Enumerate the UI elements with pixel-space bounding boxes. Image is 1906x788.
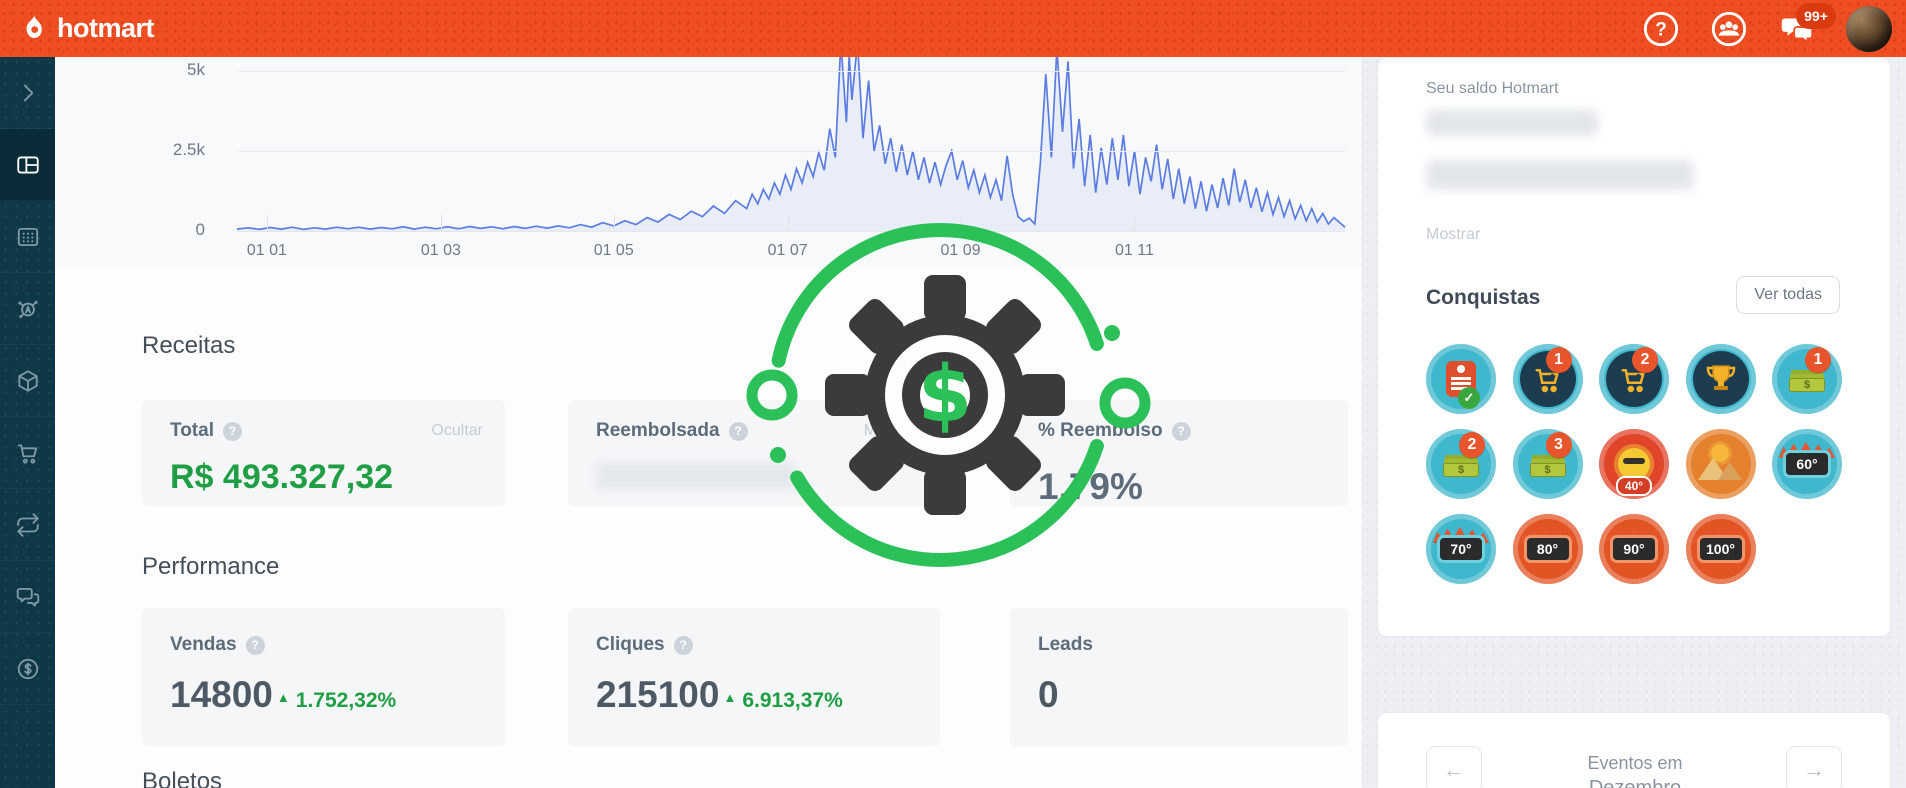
help-circle-icon[interactable]: ? xyxy=(245,635,265,655)
conquista-badge-first-profile[interactable]: ✓ xyxy=(1426,344,1496,414)
leads-value: 0 xyxy=(1038,674,1059,715)
conquistas-title: Conquistas xyxy=(1426,286,1541,309)
sidebar-item-finance[interactable] xyxy=(0,633,55,705)
section-title-performance: Performance xyxy=(142,553,280,580)
brand-name: hotmart xyxy=(57,13,155,43)
card-receita-total: Total ? Ocultar R$ 493.327,32 xyxy=(142,400,505,506)
x-axis-tick: 01 05 xyxy=(593,242,634,259)
cliques-delta: 6.913,37% xyxy=(742,689,843,712)
svg-text:?: ? xyxy=(1655,19,1667,40)
balance-mostrar-link[interactable]: Mostrar xyxy=(1426,226,1481,243)
card-cliques: Cliques ? 215100 ▲ 6.913,37% xyxy=(568,608,940,746)
conquista-badge-trophy[interactable] xyxy=(1685,344,1756,414)
hidden-balance-value xyxy=(1426,160,1694,190)
sidebar-item-expand[interactable] xyxy=(0,57,55,129)
conquista-badge-heat-70[interactable]: 70° xyxy=(1426,514,1496,584)
x-axis-tick: 01 11 xyxy=(1115,242,1154,259)
section-title-receitas: Receitas xyxy=(142,332,236,359)
community-icon[interactable] xyxy=(1710,10,1748,48)
x-axis-tick: 01 03 xyxy=(420,242,461,259)
cart-icon xyxy=(17,443,37,464)
vendas-value: 14800 xyxy=(170,674,273,715)
conquista-badge-heat-90[interactable]: 90° xyxy=(1599,514,1669,584)
x-axis-tick: 01 09 xyxy=(940,242,981,259)
cube-icon xyxy=(17,369,38,392)
main-content: 0 2.5k 5k 01 01 01 03 01 05 01 07 01 09 01 11 Re… xyxy=(55,0,1362,788)
events-card: Eventos em Dezembro ← → xyxy=(1377,712,1891,788)
conquista-badge-heat-40[interactable]: 40° xyxy=(1599,429,1669,499)
conquista-badge-heat-60[interactable]: 60° xyxy=(1772,429,1842,499)
conquista-badge-desert[interactable] xyxy=(1685,429,1756,499)
card-label: Cliques xyxy=(596,634,665,655)
y-axis-tick: 2.5k xyxy=(172,140,205,159)
vendas-delta: 1.752,32% xyxy=(295,689,397,712)
balance-card: Seu saldo Hotmart Mostrar Conquistas Ver… xyxy=(1377,57,1891,637)
card-label: Leads xyxy=(1038,634,1093,655)
repeat-icon xyxy=(16,512,39,537)
section-title-boletos: Boletos xyxy=(142,768,223,788)
sidebar-item-messages[interactable] xyxy=(0,561,55,633)
events-prev-button[interactable]: ← xyxy=(1426,746,1482,788)
achievement-badges-grid: ✓ 1 2 $1 $2 $3 40° 60° 70° 80° 90° 100° xyxy=(1426,344,1856,614)
sidebar-item-products[interactable] xyxy=(0,345,55,417)
card-label: Vendas xyxy=(170,634,237,655)
hotmart-logo[interactable]: hotmart xyxy=(18,13,155,45)
dashboard-icon xyxy=(16,155,39,174)
help-circle-icon[interactable]: ? xyxy=(673,635,693,655)
total-revenue-value: R$ 493.327,32 xyxy=(170,458,394,496)
ver-todas-button[interactable]: Ver todas xyxy=(1736,276,1840,314)
conquista-badge-first-sale[interactable]: 1 xyxy=(1512,344,1583,414)
grid-icon xyxy=(17,227,38,246)
chevron-right-icon xyxy=(23,83,33,102)
dollar-circle-icon xyxy=(17,658,38,679)
conquista-badge-cash-1[interactable]: $1 xyxy=(1772,344,1842,414)
sidebar-item-sales[interactable] xyxy=(0,417,55,489)
conquista-badge-cash-2[interactable]: $2 xyxy=(1426,429,1496,499)
sidebar-item-dashboard[interactable] xyxy=(0,129,55,201)
sidebar-item-apps[interactable] xyxy=(0,201,55,273)
conquista-badge-cash-3[interactable]: $3 xyxy=(1512,429,1583,499)
events-next-button[interactable]: → xyxy=(1786,746,1842,788)
events-line1: Eventos em xyxy=(1587,753,1683,773)
card-leads: Leads 0 xyxy=(1010,608,1348,746)
gear-icon: $ xyxy=(825,275,1065,515)
up-triangle-icon: ▲ xyxy=(723,690,737,705)
sidebar-item-transactions[interactable] xyxy=(0,489,55,561)
hidden-refund-value xyxy=(596,462,796,490)
y-axis-tick: 5k xyxy=(187,60,205,79)
x-axis-tick: 01 07 xyxy=(767,242,808,259)
right-panel: Seu saldo Hotmart Mostrar Conquistas Ver… xyxy=(1362,57,1906,788)
x-axis-tick: 01 01 xyxy=(246,242,287,259)
conquista-badge-heat-80[interactable]: 80° xyxy=(1512,514,1583,584)
avatar[interactable] xyxy=(1846,5,1892,52)
help-circle-icon[interactable]: ? xyxy=(222,421,242,441)
cliques-value: 215100 xyxy=(596,674,720,715)
sidebar xyxy=(0,57,55,788)
help-circle-icon[interactable]: ? xyxy=(1171,421,1191,441)
chat-icon[interactable]: 99+ xyxy=(1778,2,1836,48)
events-line2: Dezembro xyxy=(1588,777,1682,788)
top-bar: hotmart ? 99+ xyxy=(0,0,1906,57)
card-label: Total xyxy=(170,420,214,441)
help-circle-icon[interactable]: ? xyxy=(728,421,748,441)
conquista-badge-second-sale[interactable]: 2 xyxy=(1599,344,1669,414)
network-a-icon xyxy=(17,300,38,318)
sidebar-item-affiliation[interactable] xyxy=(0,273,55,345)
notification-badge: 99+ xyxy=(1796,2,1836,29)
chat-bubbles-icon xyxy=(16,587,39,606)
flame-icon xyxy=(26,14,42,38)
help-icon[interactable]: ? xyxy=(1642,10,1680,48)
balance-title: Seu saldo Hotmart xyxy=(1426,80,1559,97)
conquista-badge-heat-100[interactable]: 100° xyxy=(1685,514,1756,584)
hidden-balance-value xyxy=(1426,110,1598,136)
card-label: Reembolsada xyxy=(596,420,720,441)
y-axis-tick: 0 xyxy=(195,220,205,239)
ocultar-link[interactable]: Ocultar xyxy=(431,422,483,439)
up-triangle-icon: ▲ xyxy=(276,690,290,705)
card-vendas: Vendas ? 14800 ▲ 1.752,32% xyxy=(142,608,505,746)
